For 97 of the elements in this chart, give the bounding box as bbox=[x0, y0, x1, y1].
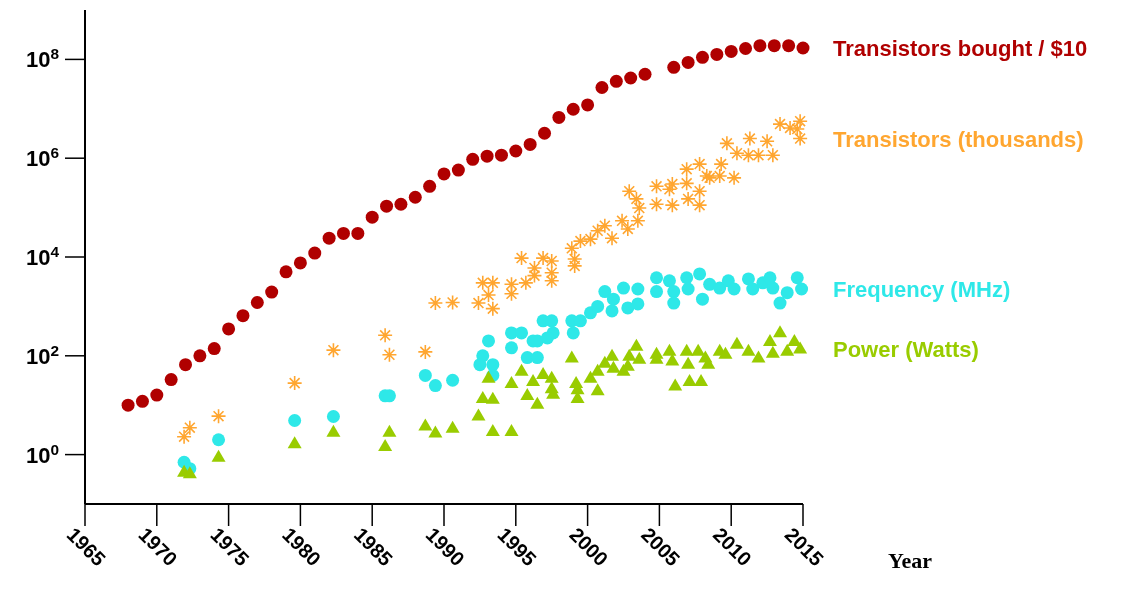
point bbox=[121, 398, 135, 412]
point bbox=[530, 351, 544, 365]
point bbox=[598, 285, 612, 299]
point bbox=[365, 210, 379, 224]
point bbox=[150, 388, 164, 402]
y-tick-label: 10$^{8}$ bbox=[25, 44, 60, 73]
point bbox=[741, 272, 755, 286]
y-tick-label: 10$^{2}$ bbox=[25, 341, 59, 369]
point bbox=[179, 358, 193, 372]
point bbox=[515, 326, 529, 340]
series-label: Transistors (thousands) bbox=[833, 126, 1084, 152]
point bbox=[552, 110, 566, 124]
point bbox=[480, 149, 494, 163]
point bbox=[523, 137, 537, 151]
point bbox=[545, 314, 559, 328]
point bbox=[486, 358, 500, 372]
point bbox=[724, 44, 738, 58]
point bbox=[222, 322, 236, 336]
point bbox=[695, 292, 709, 306]
point bbox=[494, 148, 508, 162]
point bbox=[790, 271, 804, 285]
point bbox=[250, 295, 264, 309]
point bbox=[164, 373, 178, 387]
point bbox=[595, 80, 609, 94]
point bbox=[482, 334, 496, 348]
point bbox=[566, 102, 580, 116]
point bbox=[780, 286, 794, 300]
point bbox=[631, 282, 645, 296]
point bbox=[451, 163, 465, 177]
point bbox=[473, 358, 487, 372]
point bbox=[207, 342, 221, 356]
point bbox=[336, 226, 350, 240]
y-tick-label: 10$^{4}$ bbox=[25, 242, 60, 270]
point bbox=[667, 60, 681, 74]
point bbox=[650, 271, 664, 285]
point bbox=[710, 47, 724, 61]
point bbox=[566, 326, 580, 340]
y-tick-label: 10$^{6}$ bbox=[25, 143, 59, 172]
point bbox=[766, 281, 780, 295]
point bbox=[212, 433, 226, 447]
y-tick-label: 10$^{0}$ bbox=[25, 440, 59, 468]
point bbox=[466, 152, 480, 166]
point bbox=[695, 50, 709, 64]
point bbox=[693, 267, 707, 281]
point bbox=[581, 98, 595, 112]
series-label: Transistors bought / $10 bbox=[833, 36, 1088, 62]
point bbox=[746, 282, 760, 296]
point bbox=[624, 71, 638, 85]
point bbox=[591, 299, 605, 313]
point bbox=[540, 331, 554, 345]
point bbox=[504, 341, 518, 355]
point bbox=[609, 74, 623, 88]
point bbox=[796, 41, 810, 55]
point bbox=[753, 39, 767, 53]
point bbox=[739, 42, 753, 56]
point bbox=[193, 349, 207, 363]
point bbox=[667, 285, 681, 299]
point bbox=[428, 379, 442, 393]
point bbox=[631, 297, 645, 311]
point bbox=[617, 281, 630, 295]
point bbox=[538, 126, 552, 140]
point bbox=[236, 309, 250, 323]
point bbox=[408, 190, 422, 204]
point bbox=[509, 144, 523, 158]
point bbox=[423, 179, 437, 193]
point bbox=[782, 39, 796, 53]
point bbox=[662, 274, 676, 288]
point bbox=[288, 414, 302, 427]
point bbox=[667, 296, 681, 310]
series-label: Power (Watts) bbox=[833, 336, 979, 362]
point bbox=[380, 199, 394, 213]
point bbox=[418, 368, 432, 382]
point bbox=[650, 285, 664, 299]
point bbox=[437, 167, 451, 181]
point bbox=[322, 231, 336, 245]
point bbox=[135, 394, 149, 408]
point bbox=[681, 282, 695, 296]
point bbox=[606, 292, 620, 306]
point bbox=[351, 226, 365, 240]
point bbox=[279, 265, 293, 279]
point bbox=[681, 55, 695, 69]
point bbox=[767, 39, 781, 53]
point bbox=[394, 197, 408, 211]
point bbox=[326, 410, 340, 424]
point bbox=[773, 296, 787, 310]
point bbox=[727, 282, 741, 296]
x-axis-title: Year bbox=[888, 548, 933, 573]
point bbox=[680, 271, 694, 285]
point bbox=[446, 373, 460, 387]
point bbox=[605, 304, 619, 318]
point bbox=[293, 256, 307, 270]
series-label: Frequency (MHz) bbox=[833, 277, 1011, 302]
point bbox=[713, 281, 727, 295]
point bbox=[265, 285, 279, 299]
point bbox=[795, 282, 809, 296]
point bbox=[308, 246, 322, 260]
point bbox=[638, 67, 652, 81]
